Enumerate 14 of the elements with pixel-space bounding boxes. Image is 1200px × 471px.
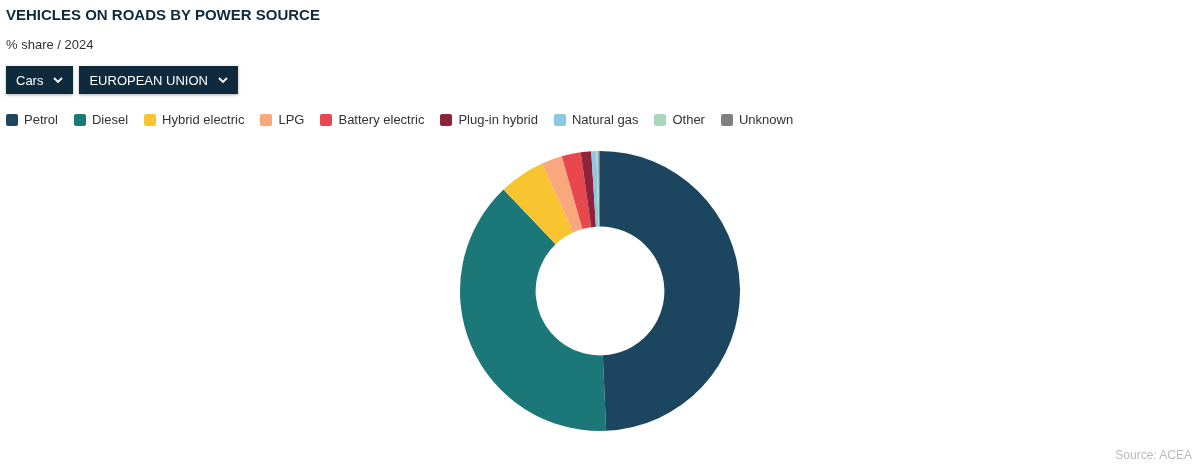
legend-label: Diesel bbox=[91, 112, 129, 127]
legend-label: Other bbox=[672, 112, 705, 127]
chart-subtitle: % share / 2024 bbox=[6, 37, 94, 52]
legend-label: Plug-in hybrid bbox=[458, 112, 538, 127]
source-note: Source: ACEA bbox=[1115, 448, 1192, 462]
legend-label: Petrol bbox=[24, 112, 58, 127]
text: Cars bbox=[16, 72, 44, 88]
legend-label: Hybrid electric bbox=[162, 112, 245, 127]
legend-label: LPG bbox=[278, 112, 305, 127]
legend-label: Unknown bbox=[738, 112, 794, 127]
chart-title: VEHICLES ON ROADS BY POWER SOURCE bbox=[6, 6, 320, 23]
legend-label: Battery electric bbox=[338, 112, 425, 127]
legend-label: Natural gas bbox=[571, 112, 639, 127]
text: EUROPEAN UNION bbox=[89, 72, 208, 88]
